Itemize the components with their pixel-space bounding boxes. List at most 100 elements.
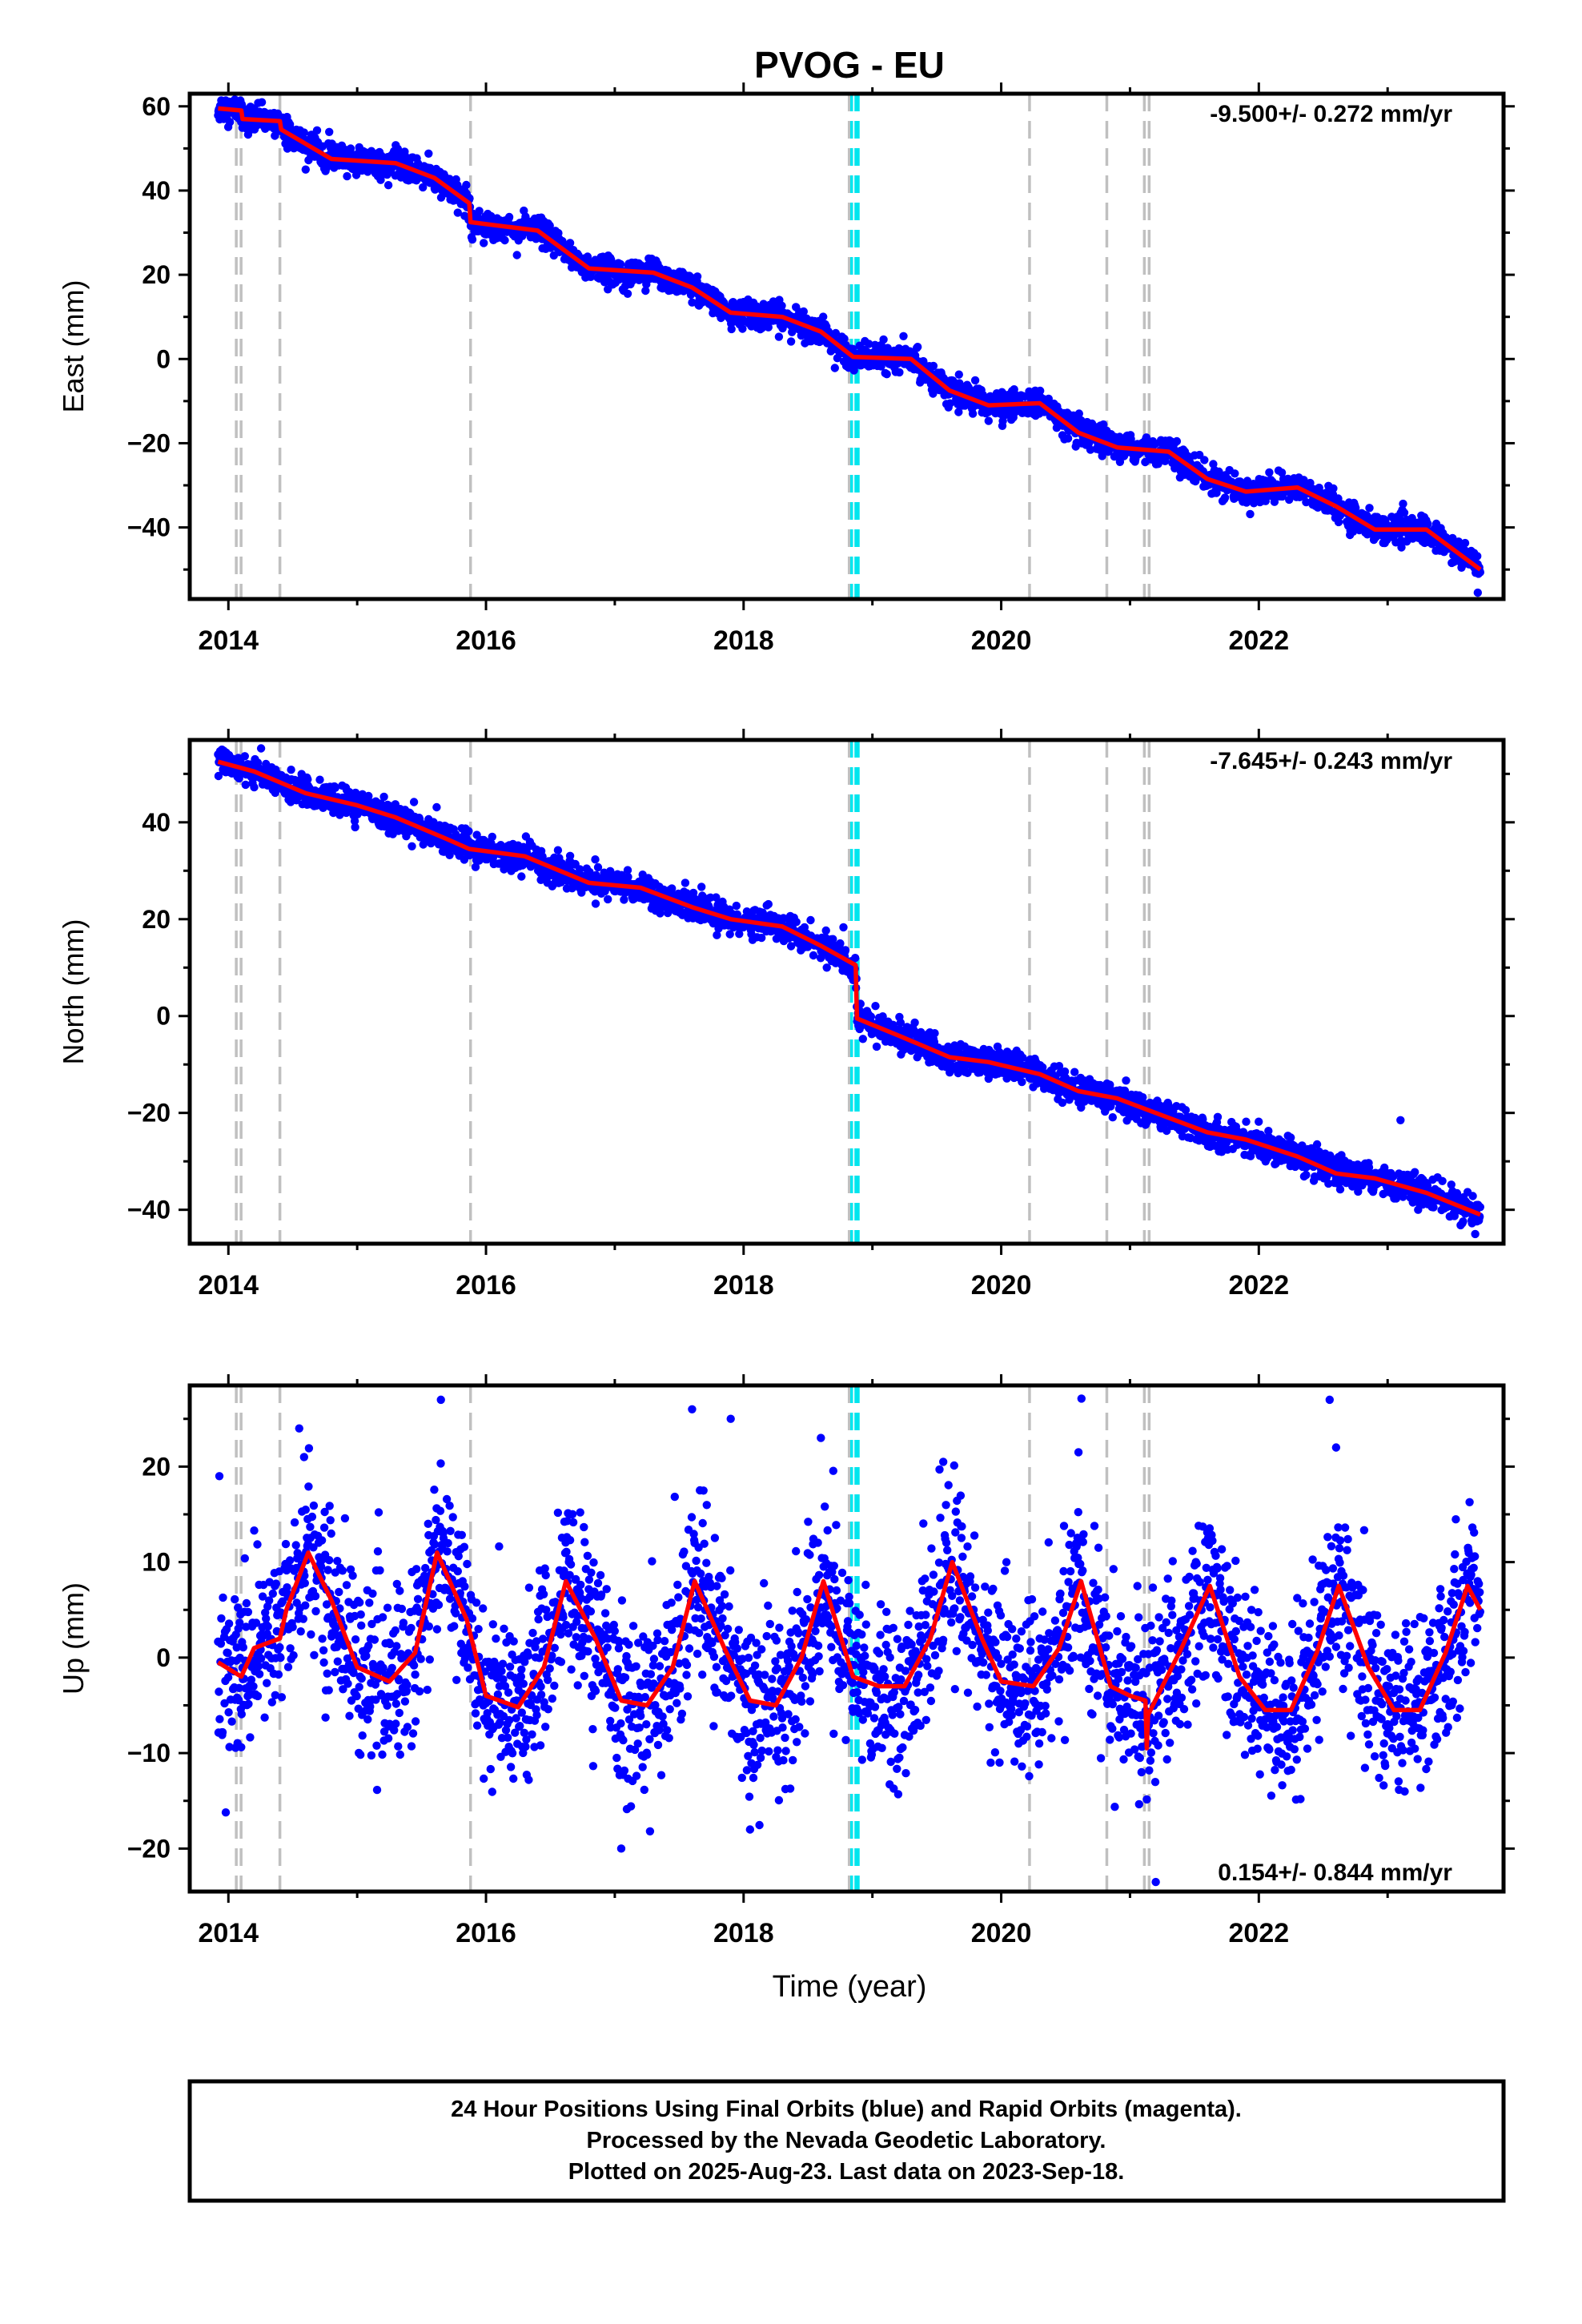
data-point [818, 312, 828, 321]
data-point [453, 208, 462, 217]
data-point [464, 826, 473, 836]
data-point [409, 798, 419, 806]
data-point [1126, 435, 1135, 444]
data-point [1265, 468, 1274, 477]
north-plot-area [214, 740, 1485, 1244]
data-point [576, 865, 584, 874]
data-point [1302, 497, 1311, 507]
data-point [1038, 1063, 1047, 1072]
data-point [929, 389, 938, 398]
data-point [913, 343, 922, 352]
x-tick-label: 2022 [1229, 625, 1290, 656]
data-point [1399, 499, 1407, 509]
data-point [697, 883, 706, 891]
data-point [831, 328, 841, 338]
data-point [1200, 456, 1209, 464]
data-point [806, 915, 815, 925]
data-point [591, 855, 600, 864]
data-point [1277, 468, 1287, 477]
data-point [809, 951, 818, 960]
data-point [1086, 445, 1095, 454]
data-point [1299, 476, 1308, 485]
data-point [383, 181, 393, 190]
data-point [1054, 1062, 1064, 1071]
data-point [896, 1018, 905, 1027]
data-point [717, 313, 725, 323]
data-point [858, 1035, 868, 1043]
data-point [376, 799, 386, 808]
data-point [331, 783, 339, 792]
data-point [257, 98, 267, 107]
data-point [851, 954, 860, 963]
data-point [591, 899, 600, 908]
data-point [872, 1042, 881, 1051]
data-point [689, 888, 698, 898]
data-point [1423, 520, 1432, 529]
data-point [299, 128, 308, 137]
data-point [1060, 1067, 1070, 1076]
data-point [1473, 552, 1482, 561]
data-point [910, 1018, 919, 1027]
data-point [713, 931, 721, 939]
data-point [343, 171, 351, 181]
data-point [462, 180, 471, 190]
data-point [565, 851, 575, 861]
data-point [436, 193, 446, 202]
data-point [822, 963, 831, 972]
data-point [879, 335, 888, 344]
data-point [965, 384, 974, 394]
data-point [821, 926, 830, 935]
data-point [1058, 1098, 1067, 1108]
data-point [1070, 1068, 1079, 1076]
data-point [475, 207, 484, 215]
x-tick-label: 2020 [971, 625, 1032, 656]
data-point [1098, 452, 1106, 460]
data-point [1161, 456, 1170, 465]
data-point [1063, 434, 1073, 443]
data-point [693, 272, 702, 281]
east-rate-label: -9.500+/- 0.272 mm/yr [1210, 101, 1452, 127]
data-point [1270, 497, 1279, 506]
data-point [408, 842, 416, 851]
data-point [930, 1029, 939, 1038]
data-point [303, 775, 312, 784]
east-model-line [218, 106, 1482, 572]
data-point [379, 792, 388, 802]
data-point [799, 307, 808, 316]
data-point [287, 766, 295, 774]
data-point [256, 744, 266, 753]
data-point [1329, 484, 1338, 493]
data-point [445, 850, 454, 860]
data-point [954, 370, 964, 379]
data-point [840, 334, 849, 344]
data-point [1460, 538, 1470, 548]
data-point [800, 923, 809, 932]
data-point [500, 235, 509, 245]
data-point [725, 930, 734, 939]
data-point [871, 1002, 880, 1011]
data-point [792, 918, 801, 927]
data-point [620, 895, 628, 904]
data-point [866, 1012, 876, 1021]
data-point [727, 324, 736, 334]
data-point [312, 126, 322, 135]
data-point [929, 361, 938, 371]
data-point [946, 399, 954, 408]
east-y-axis-label: East (mm) [57, 280, 90, 413]
x-tick-label: 2018 [713, 625, 774, 656]
data-point [623, 289, 632, 298]
x-tick-label: 2014 [198, 625, 259, 656]
data-point [553, 846, 563, 854]
data-point [1115, 457, 1125, 466]
data-point [565, 239, 575, 247]
data-point [1454, 537, 1464, 546]
y-tick-label: 20 [142, 260, 171, 289]
data-point [624, 872, 632, 882]
data-point [830, 364, 840, 372]
data-point [504, 212, 514, 222]
data-point [1044, 394, 1054, 404]
data-point [764, 323, 773, 332]
